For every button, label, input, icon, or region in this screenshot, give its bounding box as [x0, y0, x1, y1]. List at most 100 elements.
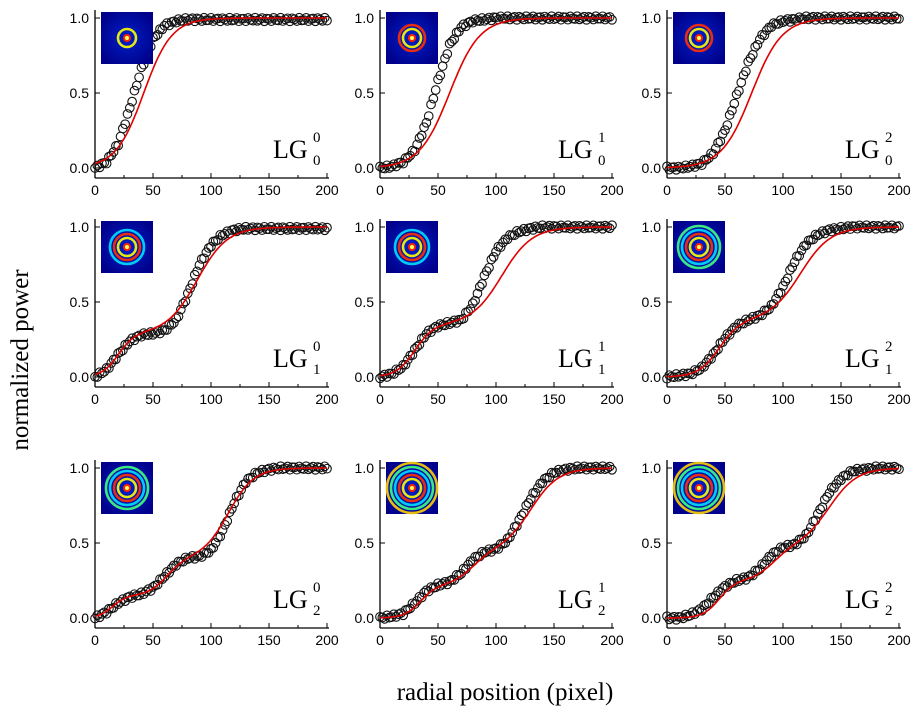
- data-point: [662, 161, 672, 172]
- data-point: [507, 527, 518, 538]
- x-tick-label: 100: [484, 391, 508, 407]
- data-point: [127, 333, 137, 344]
- mode-label: LG: [558, 135, 593, 164]
- x-tick-label: 50: [430, 632, 446, 648]
- data-point: [546, 11, 557, 22]
- data-point: [268, 225, 279, 235]
- data-point: [117, 594, 128, 604]
- data-point: [581, 220, 592, 231]
- data-point: [551, 221, 562, 232]
- data-point: [108, 147, 119, 157]
- data-point: [169, 16, 179, 27]
- mode-label: LG: [558, 344, 593, 373]
- data-point: [317, 15, 328, 26]
- data-point: [138, 328, 149, 339]
- data-point: [275, 461, 286, 472]
- data-point: [282, 461, 293, 472]
- data-point: [90, 163, 100, 173]
- data-point: [104, 363, 114, 373]
- data-point: [115, 597, 126, 607]
- x-tick-label: 200: [315, 632, 339, 648]
- data-point: [553, 11, 564, 22]
- data-point: [233, 16, 244, 27]
- data-point: [530, 487, 541, 498]
- data-point: [799, 14, 809, 25]
- data-point: [801, 528, 812, 539]
- mode-label-l: 2: [885, 580, 893, 596]
- x-tick-label: 150: [829, 391, 853, 407]
- data-point: [303, 464, 314, 475]
- data-point: [729, 98, 740, 109]
- data-point: [850, 221, 860, 232]
- data-point: [187, 550, 198, 561]
- fit-line: [94, 467, 327, 618]
- data-point: [576, 463, 587, 474]
- data-point: [442, 49, 453, 59]
- data-point: [412, 139, 422, 150]
- data-point: [206, 241, 216, 252]
- mode-label-p: 0: [885, 153, 893, 169]
- data-point: [852, 463, 863, 474]
- data-point: [817, 226, 828, 236]
- data-point: [282, 225, 293, 235]
- y-tick-label: 0.0: [642, 610, 662, 626]
- x-tick-label: 200: [600, 632, 624, 648]
- data-point: [537, 220, 548, 231]
- data-point: [588, 14, 599, 25]
- x-tick-label: 150: [542, 632, 566, 648]
- fit-line: [666, 226, 900, 378]
- y-tick-label: 1.0: [70, 460, 90, 476]
- data-point: [134, 72, 144, 83]
- data-point: [261, 224, 272, 235]
- data-point: [298, 15, 309, 25]
- data-point: [113, 348, 124, 358]
- data-point: [124, 336, 135, 347]
- x-tick-label: 50: [717, 182, 733, 198]
- x-axis-label: radial position (pixel): [397, 679, 614, 706]
- data-point: [579, 223, 590, 234]
- data-point: [92, 160, 103, 171]
- data-point: [435, 70, 446, 81]
- x-tick-label: 200: [887, 632, 911, 648]
- data-point: [604, 223, 615, 234]
- data-point: [824, 224, 835, 234]
- beam-ring: [401, 236, 423, 258]
- data-point: [247, 222, 258, 233]
- data-point: [780, 15, 791, 26]
- data-point: [310, 464, 321, 475]
- data-point: [379, 163, 390, 174]
- data-point: [572, 11, 583, 22]
- mode-label-l: 1: [598, 339, 606, 355]
- data-point: [884, 462, 895, 472]
- data-point: [546, 223, 557, 234]
- data-point: [264, 463, 274, 474]
- data-point: [289, 224, 300, 234]
- data-point: [544, 14, 555, 25]
- beam-ring: [688, 236, 710, 258]
- x-tick-label: 150: [542, 391, 566, 407]
- mode-label-p: 2: [313, 603, 321, 619]
- data-point: [310, 16, 321, 27]
- data-point: [129, 85, 140, 96]
- data-point: [597, 461, 608, 472]
- x-tick-label: 150: [257, 632, 281, 648]
- beam-core-center: [410, 36, 414, 40]
- data-point: [556, 14, 566, 25]
- data-point: [861, 220, 872, 231]
- data-point: [319, 225, 330, 236]
- data-point: [736, 77, 747, 88]
- mode-label-p: 1: [885, 362, 893, 378]
- data-point: [382, 610, 392, 621]
- data-point: [574, 14, 585, 25]
- mode-label-p: 1: [313, 362, 321, 378]
- data-point: [173, 14, 184, 24]
- beam-ring: [676, 465, 722, 511]
- data-point: [477, 13, 487, 23]
- x-tick-label: 50: [145, 182, 161, 198]
- data-point: [794, 12, 805, 23]
- data-point: [208, 16, 219, 26]
- beam-ring: [672, 461, 726, 515]
- data-point: [481, 266, 492, 276]
- fit-line: [379, 467, 613, 619]
- data-point: [134, 330, 144, 341]
